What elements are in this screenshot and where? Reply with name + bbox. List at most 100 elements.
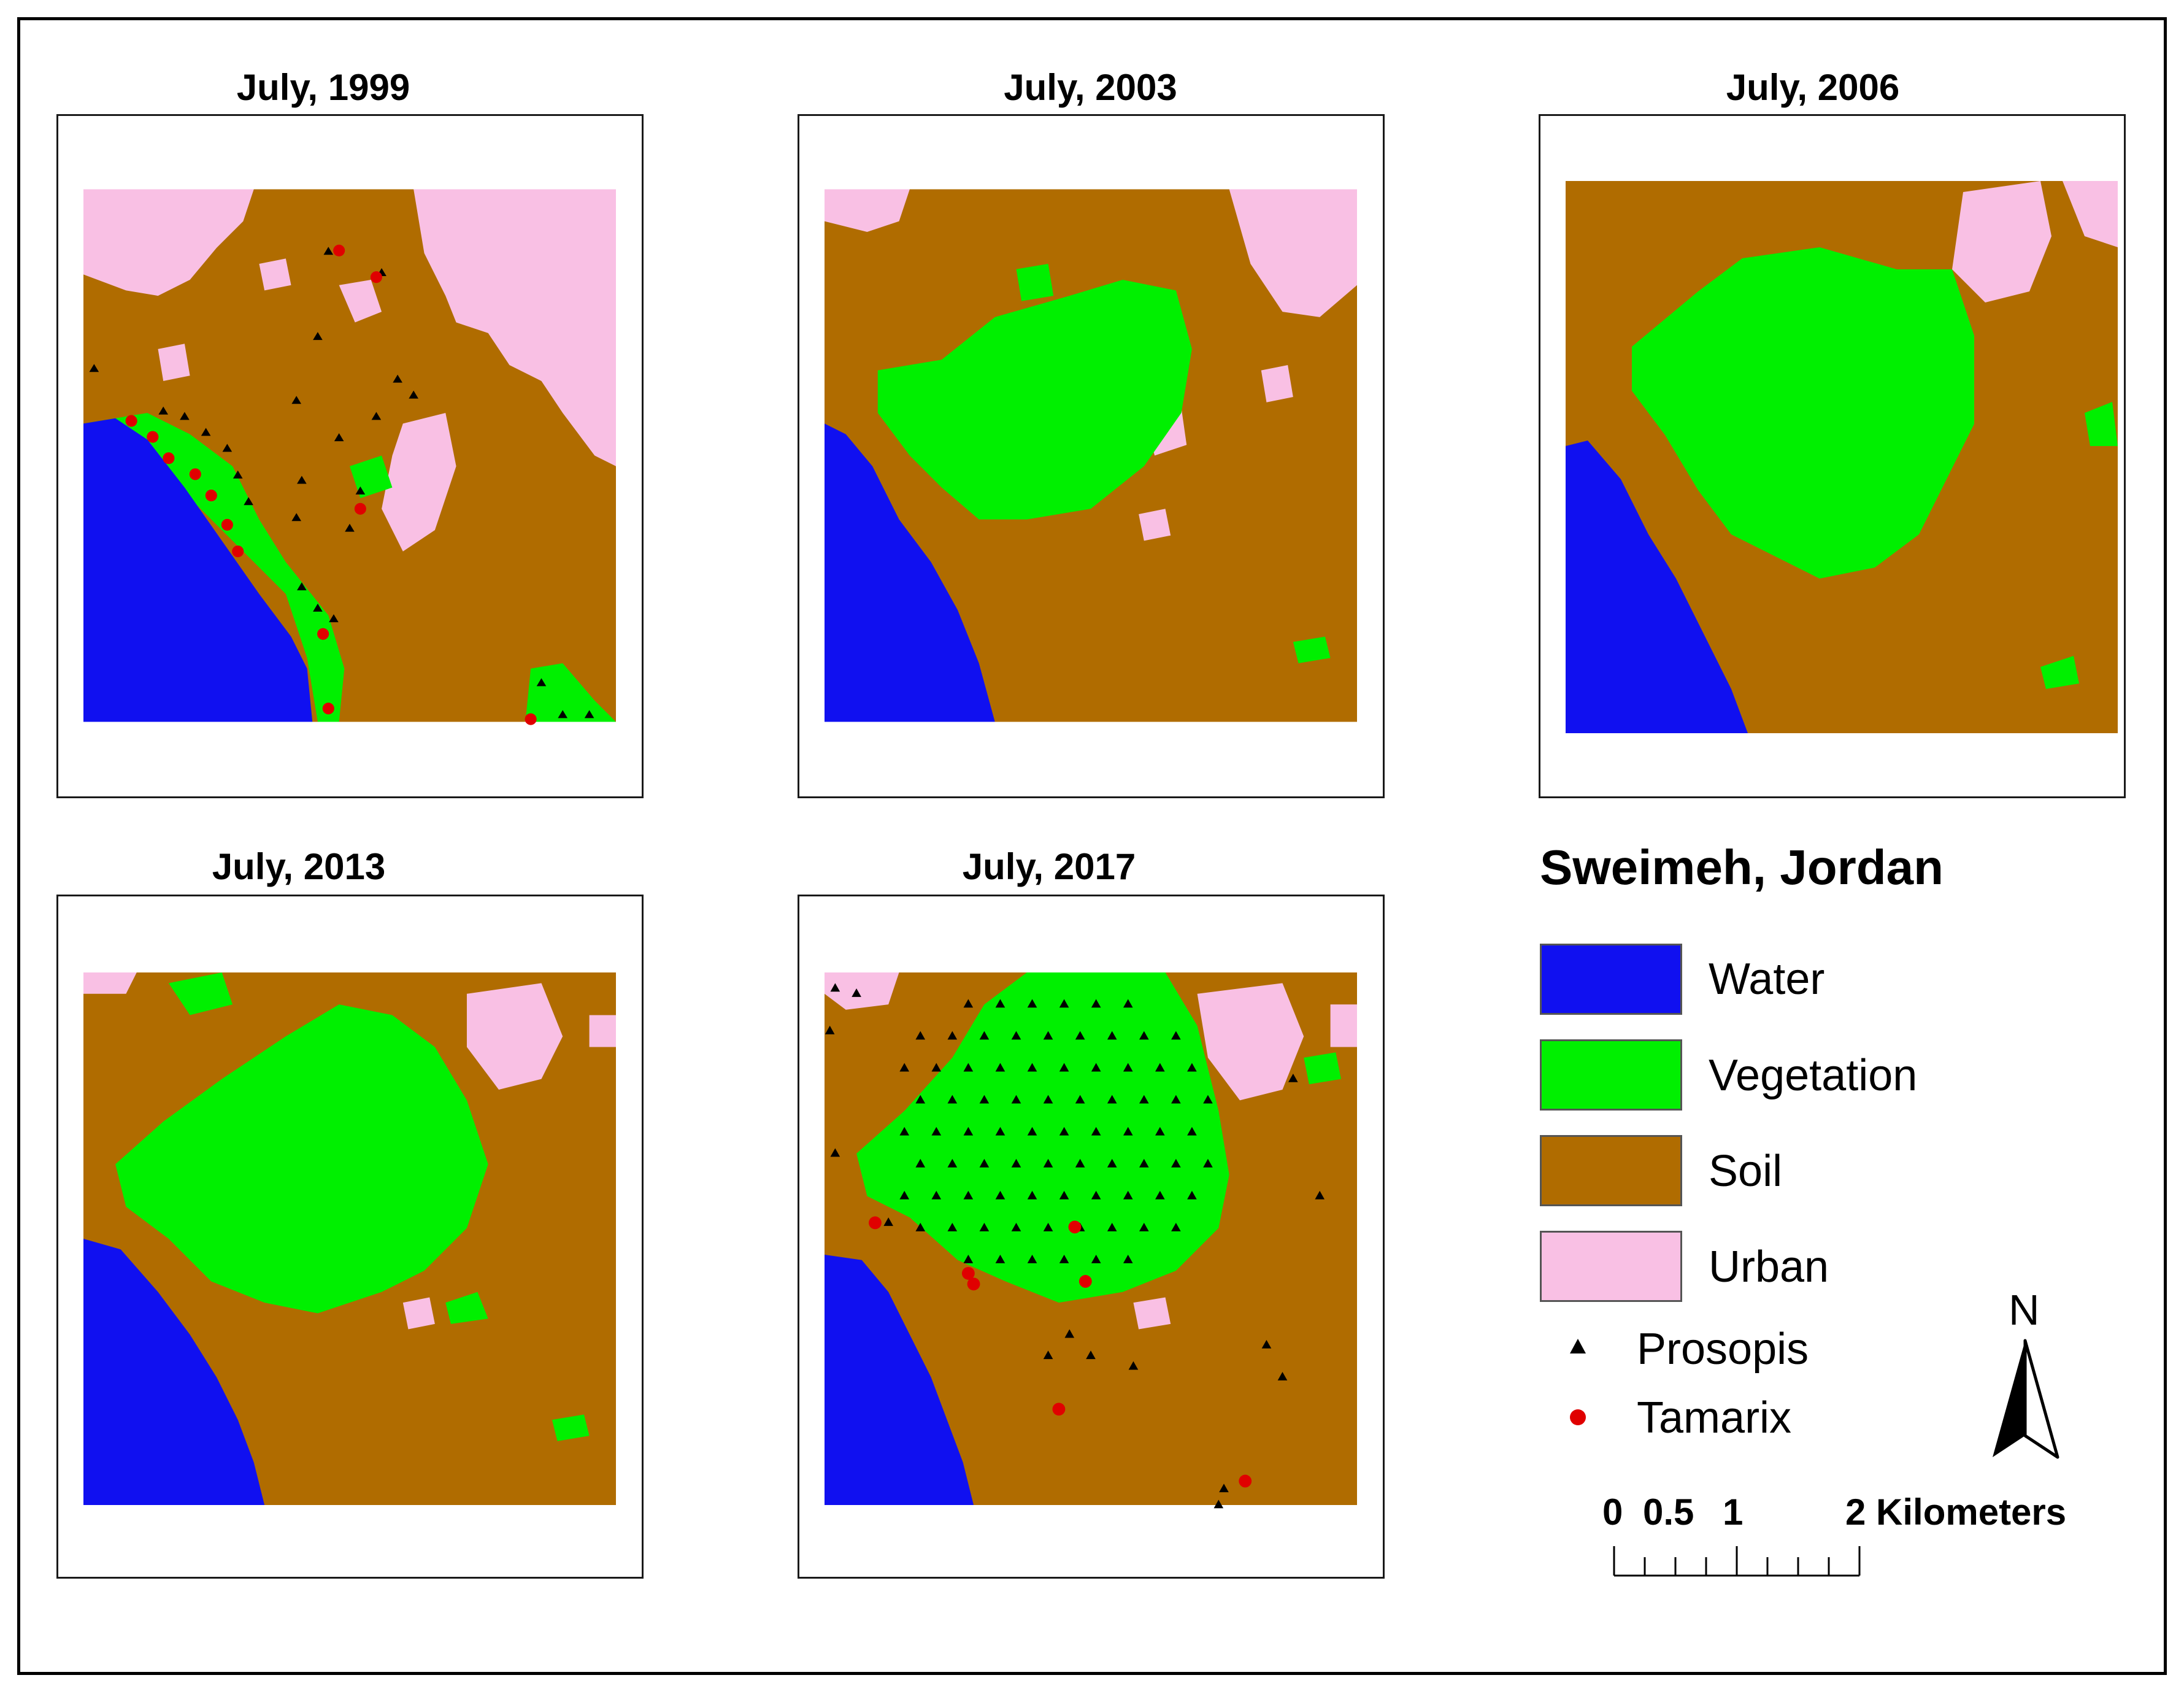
urban-area bbox=[589, 1015, 616, 1047]
prosopis-marker bbox=[313, 332, 323, 341]
vegetation-area bbox=[877, 280, 1192, 520]
map-frame bbox=[17, 17, 2167, 1675]
prosopis-marker bbox=[297, 582, 307, 591]
tamarix-marker bbox=[322, 703, 334, 715]
panel-title-2003: July, 2003 bbox=[1004, 67, 1177, 108]
land-cover-map-1999 bbox=[83, 189, 616, 725]
prosopis-marker bbox=[947, 1158, 958, 1168]
tamarix-marker bbox=[869, 1216, 882, 1230]
prosopis-marker bbox=[1011, 1222, 1021, 1231]
prosopis-marker bbox=[995, 999, 1005, 1008]
tamarix-marker bbox=[1079, 1275, 1092, 1288]
prosopis-marker bbox=[1128, 1361, 1139, 1370]
prosopis-marker bbox=[1187, 1063, 1197, 1072]
urban-area bbox=[83, 972, 137, 994]
prosopis-marker bbox=[915, 1095, 926, 1104]
prosopis-marker bbox=[995, 1126, 1005, 1136]
prosopis-marker bbox=[963, 1126, 974, 1136]
prosopis-marker bbox=[995, 1255, 1005, 1263]
tamarix-marker bbox=[189, 468, 201, 480]
prosopis-marker bbox=[1139, 1031, 1149, 1040]
triangle-icon bbox=[1570, 1339, 1586, 1353]
urban-area bbox=[1330, 1004, 1357, 1047]
prosopis-marker bbox=[899, 1063, 910, 1072]
water-swatch bbox=[1540, 944, 1682, 1015]
urban-area bbox=[1197, 983, 1304, 1101]
prosopis-marker bbox=[1139, 1222, 1149, 1231]
tamarix-marker bbox=[163, 452, 175, 464]
vegetation-area bbox=[168, 972, 233, 1015]
vegetation-area bbox=[1293, 636, 1331, 664]
prosopis-marker bbox=[1277, 1372, 1288, 1380]
prosopis-marker bbox=[1288, 1073, 1298, 1082]
tamarix-marker bbox=[125, 415, 137, 427]
prosopis-marker bbox=[536, 678, 547, 687]
prosopis-marker bbox=[313, 603, 323, 612]
land-cover-map-2013 bbox=[83, 972, 616, 1505]
prosopis-marker bbox=[1043, 1222, 1053, 1231]
prosopis-marker bbox=[963, 1063, 974, 1072]
circle-icon bbox=[1570, 1409, 1586, 1425]
prosopis-marker bbox=[899, 1190, 910, 1199]
scale-tick-label-0: 0 bbox=[1602, 1492, 1623, 1533]
prosopis-marker bbox=[963, 1190, 974, 1199]
prosopis-marker bbox=[1123, 1126, 1133, 1136]
prosopis-marker bbox=[1043, 1158, 1053, 1168]
prosopis-marker bbox=[1091, 1190, 1101, 1199]
prosopis-marker bbox=[1011, 1158, 1021, 1168]
prosopis-marker bbox=[1187, 1190, 1197, 1199]
land-cover-map-2017 bbox=[825, 972, 1357, 1509]
prosopis-marker bbox=[558, 710, 568, 718]
prosopis-marker bbox=[180, 412, 190, 420]
prosopis-marker bbox=[883, 1217, 893, 1226]
panel-title-2013: July, 2013 bbox=[212, 846, 386, 887]
panel-title-1999: July, 1999 bbox=[236, 67, 410, 108]
urban-area bbox=[259, 258, 291, 291]
prosopis-marker bbox=[1043, 1031, 1053, 1040]
prosopis-marker bbox=[899, 1126, 910, 1136]
prosopis-marker bbox=[89, 364, 99, 372]
prosopis-marker bbox=[1219, 1484, 1229, 1493]
tamarix-marker bbox=[333, 244, 345, 256]
tamarix-marker bbox=[147, 431, 159, 443]
scale-tick-label-0-5: 0.5 bbox=[1643, 1492, 1694, 1533]
prosopis-marker bbox=[1107, 1095, 1117, 1104]
tamarix-marker bbox=[1068, 1220, 1082, 1234]
prosopis-marker bbox=[158, 406, 169, 415]
prosopis-marker bbox=[1107, 1222, 1117, 1231]
prosopis-marker bbox=[1171, 1158, 1181, 1168]
urban-area bbox=[1261, 364, 1293, 402]
prosopis-marker bbox=[1171, 1222, 1181, 1231]
prosopis-marker bbox=[345, 523, 355, 532]
water-area bbox=[825, 1255, 974, 1505]
prosopis-marker bbox=[1123, 1190, 1133, 1199]
urban-swatch bbox=[1540, 1231, 1682, 1302]
land-cover-map-2006 bbox=[1566, 181, 2118, 733]
prosopis-marker bbox=[244, 497, 253, 506]
prosopis-marker bbox=[1091, 1255, 1101, 1263]
soil-swatch bbox=[1540, 1135, 1682, 1206]
prosopis-marker bbox=[979, 1031, 990, 1040]
prosopis-marker bbox=[947, 1222, 958, 1231]
prosopis-marker bbox=[1027, 1126, 1037, 1136]
prosopis-marker bbox=[852, 988, 861, 997]
scale-tick-label-2-kilometers: 2 Kilometers bbox=[1845, 1492, 2067, 1533]
prosopis-marker bbox=[1171, 1095, 1181, 1104]
prosopis-marker bbox=[1203, 1095, 1213, 1104]
tamarix-marker bbox=[221, 518, 233, 531]
prosopis-marker bbox=[1123, 1063, 1133, 1072]
prosopis-marker bbox=[1107, 1158, 1117, 1168]
urban-area bbox=[382, 413, 456, 552]
prosopis-marker bbox=[1059, 1255, 1069, 1263]
tamarix-marker bbox=[967, 1277, 980, 1291]
prosopis-marker bbox=[1171, 1031, 1181, 1040]
prosopis-marker bbox=[1139, 1158, 1149, 1168]
urban-area bbox=[1139, 509, 1171, 541]
prosopis-marker bbox=[393, 374, 402, 383]
prosopis-marker bbox=[222, 444, 233, 452]
prosopis-marker bbox=[334, 433, 344, 442]
legend-label-vegetation: Vegetation bbox=[1709, 1051, 1918, 1100]
panel-title-2006: July, 2006 bbox=[1726, 67, 1900, 108]
tamarix-marker bbox=[317, 628, 329, 640]
tamarix-marker bbox=[961, 1267, 975, 1280]
